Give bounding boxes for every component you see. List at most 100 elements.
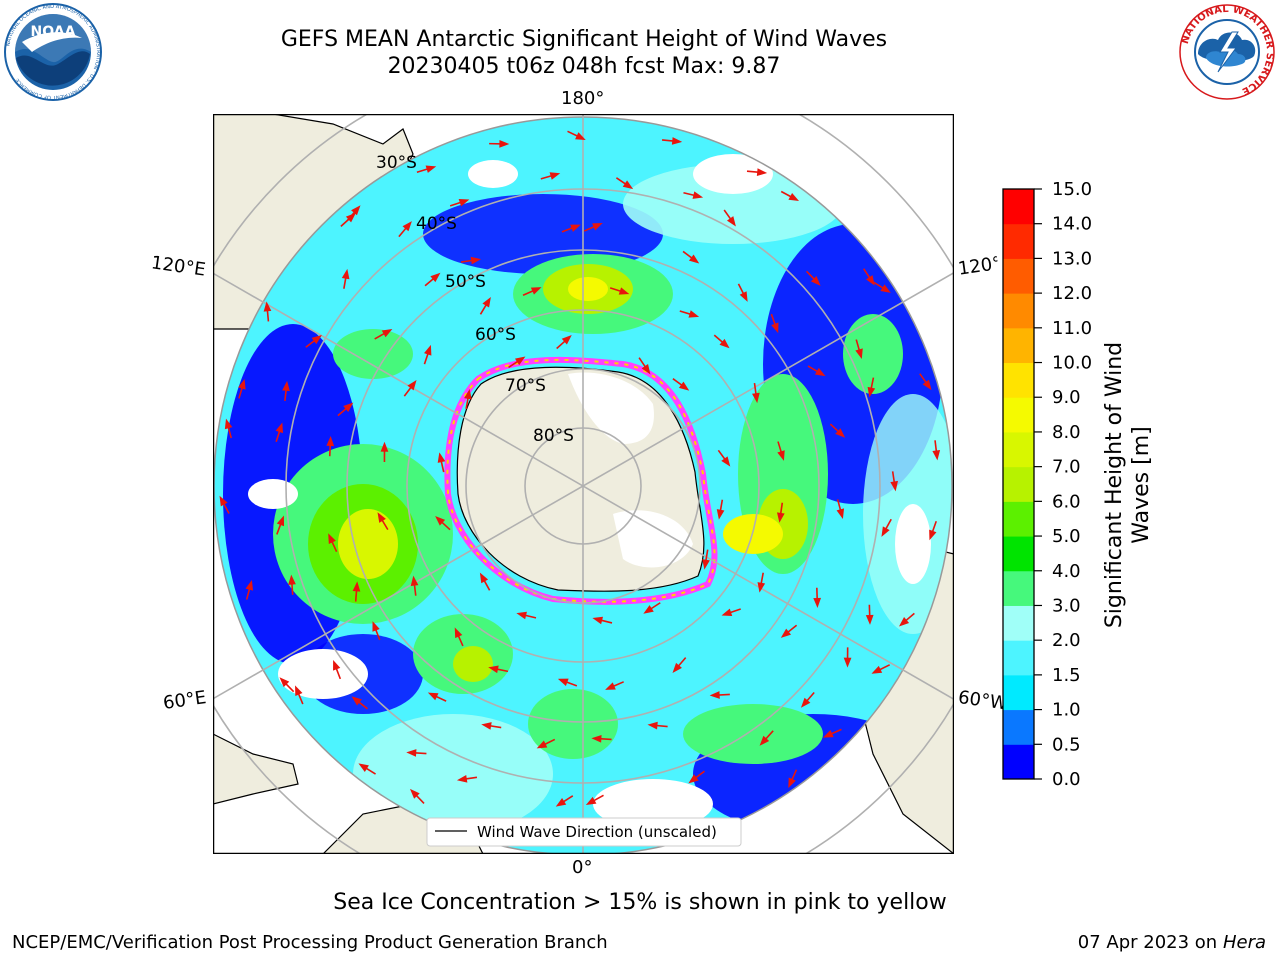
- wave-direction-arrowhead: [224, 418, 233, 430]
- wave-direction-arrowhead: [702, 559, 710, 570]
- wave-direction-arrowhead: [813, 597, 822, 608]
- wave-direction-arrowhead: [881, 526, 890, 537]
- colorbar-tick-label: 1.0: [1052, 700, 1081, 721]
- wave-direction-arrowhead: [688, 254, 700, 264]
- wave-direction-arrowhead: [647, 721, 658, 730]
- wave-direction-arrowhead: [776, 512, 785, 523]
- wave-direction-arrowhead: [437, 452, 446, 463]
- wave-direction-arrowhead: [771, 322, 779, 334]
- wave-direction-arrowhead: [425, 165, 437, 173]
- wave-direction-arrowhead: [561, 335, 572, 345]
- wave-direction-arrowhead: [788, 777, 796, 789]
- colorbar-block: [1003, 674, 1034, 711]
- colorbar-block: [1003, 536, 1034, 572]
- lon-label-60w: 60°W: [956, 686, 1006, 715]
- colorbar-block: [1003, 223, 1034, 259]
- colorbar-label-line1: Significant Height of Wind: [1102, 341, 1127, 629]
- wave-direction-arrowhead: [752, 392, 760, 404]
- wave-direction-arrowhead: [456, 774, 468, 783]
- wave-direction-arrowhead: [688, 774, 699, 784]
- wave-direction-arrowhead: [898, 617, 910, 627]
- wave-direction-arrowhead: [372, 621, 380, 632]
- land-africa-west: [213, 733, 299, 805]
- wave-direction-arrowhead: [810, 275, 821, 286]
- wave-direction-arrowhead: [479, 572, 489, 584]
- nws-logo: NATIONAL WEATHER SERVICE: [1179, 4, 1275, 100]
- wave-direction-arrowhead: [756, 168, 768, 176]
- wave-direction-arrowhead: [377, 512, 386, 523]
- colorbar-block: [1003, 640, 1034, 676]
- sea-ice-note: Sea Ice Concentration > 15% is shown in …: [333, 890, 947, 915]
- wave-direction-arrowhead: [352, 581, 361, 592]
- wave-direction-arrowhead: [641, 364, 651, 375]
- wave-direction-arrowhead: [295, 685, 303, 697]
- wave-direction-arrowhead: [709, 691, 720, 699]
- wave-direction-arrowhead: [514, 356, 526, 366]
- wave-direction-arrowhead: [618, 287, 630, 295]
- wave-direction-arrowhead: [716, 509, 725, 520]
- colorbar-tick-label: 10.0: [1052, 353, 1092, 374]
- wave-direction-arrowhead: [922, 379, 932, 391]
- wave-direction-arrowhead: [358, 763, 369, 772]
- wave-direction-arrowhead: [865, 614, 874, 625]
- lon-label-60e: 60°E: [161, 687, 208, 714]
- colorbar-tick-label: 5.0: [1052, 526, 1081, 547]
- wave-direction-arrowhead: [780, 628, 792, 638]
- wave-direction-arrowhead: [719, 338, 730, 349]
- wave-direction-arrowhead: [536, 740, 548, 749]
- wave-direction-arrowhead: [238, 378, 246, 390]
- colorbar-block: [1003, 466, 1034, 502]
- wave-direction-arrowhead: [351, 696, 362, 706]
- wave-direction-arrowhead: [836, 508, 845, 519]
- wave-direction-arrowhead: [549, 172, 561, 180]
- wave-direction-arrowhead: [672, 662, 682, 673]
- ice-shelf-ross: [568, 372, 654, 444]
- wave-direction-arrowhead: [678, 381, 690, 391]
- wave-direction-arrowhead: [263, 301, 272, 312]
- wave-direction-arrowhead: [890, 480, 898, 492]
- wave-direction-arrowhead: [470, 256, 482, 265]
- colorbar-tick-label: 8.0: [1052, 422, 1081, 443]
- wave-direction-arrowhead: [499, 139, 510, 148]
- wave-direction-arrowhead: [410, 788, 420, 799]
- wave-direction-arrowhead: [591, 734, 602, 743]
- colorbar-tick-label: 0.0: [1052, 769, 1081, 790]
- wave-direction-arrowhead: [932, 450, 941, 461]
- map-frame: [213, 114, 954, 854]
- wave-direction-arrowhead: [800, 697, 811, 708]
- polar-map: 30°S 40°S 50°S 60°S 70°S 80°S Wind Wave …: [213, 114, 954, 854]
- ice-shelf-weddell: [613, 510, 693, 568]
- wave-direction-arrowhead: [343, 402, 354, 412]
- wave-direction-arrowhead: [326, 436, 335, 447]
- wave-direction-arrowhead: [555, 798, 567, 807]
- wave-direction-arrowhead: [488, 665, 499, 674]
- arrow-legend: Wind Wave Direction (unscaled): [426, 817, 742, 847]
- colorbar-block: [1003, 327, 1034, 364]
- colorbar-block: [1003, 189, 1034, 225]
- colorbar-ticks: 0.0 0.5 1.0 1.5 2.0 3.0 4.0 5.0 6.0 7.0 8.0 9.0 10.0…: [1034, 180, 1092, 790]
- wave-direction-arrowhead: [219, 495, 228, 507]
- wave-direction-arrowhead: [311, 334, 322, 345]
- wave-direction-arrowhead: [721, 608, 733, 616]
- wave-direction-arrowhead: [275, 422, 283, 434]
- wave-direction-arrowhead: [814, 367, 826, 377]
- colorbar-tick-label: 0.5: [1052, 734, 1081, 755]
- wave-direction-arrowhead: [692, 191, 704, 199]
- wave-direction-arrowhead: [622, 180, 634, 190]
- colorbar-blocks: [1003, 189, 1034, 780]
- wave-direction-arrowhead: [430, 272, 441, 283]
- wave-direction-arrowhead: [757, 582, 766, 593]
- wave-direction-arrowhead: [276, 515, 285, 527]
- wave-direction-arrowhead: [866, 275, 875, 286]
- wave-direction-arrowhead: [435, 515, 446, 526]
- colorbar-block: [1003, 605, 1034, 641]
- wave-direction-arrowhead: [835, 428, 846, 438]
- wave-direction-arrowhead: [424, 344, 432, 356]
- wave-direction-arrowhead: [407, 380, 417, 391]
- wave-direction-arrowhead: [406, 749, 417, 757]
- lat-label-50s: 50°S: [445, 272, 486, 292]
- legend-label: Wind Wave Direction (unscaled): [477, 823, 717, 841]
- wave-direction-arrowhead: [341, 268, 350, 280]
- colorbar-label-line2: Waves [m]: [1129, 426, 1154, 544]
- footer-date-text: 07 Apr 2023 on: [1077, 932, 1223, 953]
